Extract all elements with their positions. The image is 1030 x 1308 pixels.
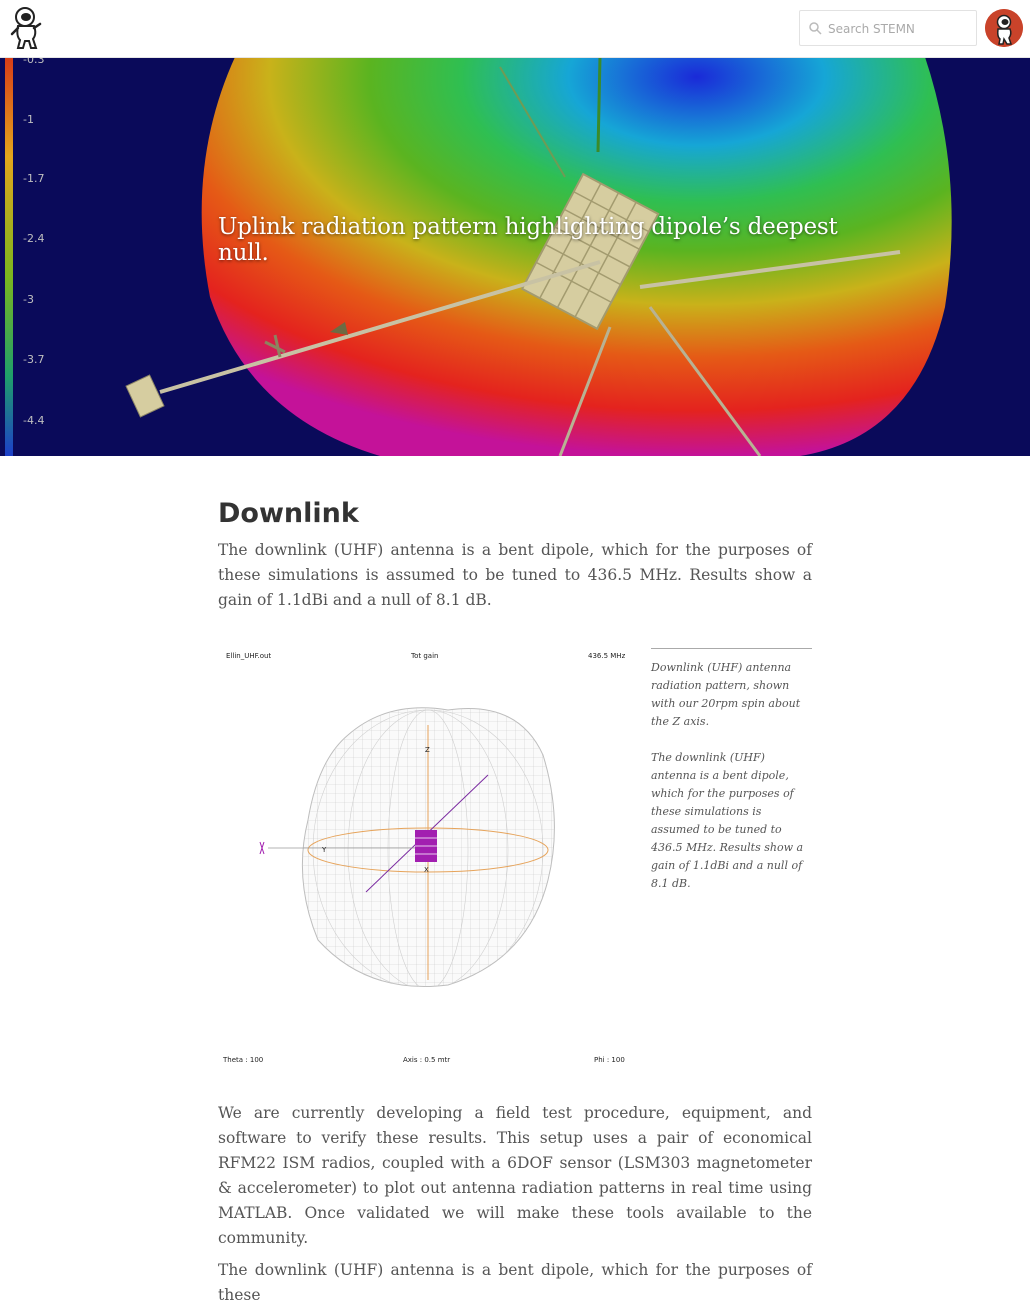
body-paragraph: We are currently developing a field test… <box>218 1104 812 1247</box>
caption-paragraph: Downlink (UHF) antenna radiation pattern… <box>651 661 801 728</box>
figure-label: Ellin_UHF.out <box>226 652 272 660</box>
figure-label: 436.5 MHz <box>588 652 626 660</box>
axis-label-z: Z <box>425 746 430 754</box>
user-avatar-icon[interactable] <box>985 9 1023 47</box>
scale-label: -0.3 <box>23 57 45 66</box>
top-navigation-bar <box>0 0 1030 58</box>
search-input[interactable] <box>826 19 975 39</box>
wireframe-pattern-icon: Z Y X <box>259 707 555 988</box>
figure-caption: Downlink (UHF) antenna radiation pattern… <box>651 648 812 911</box>
axis-label-x: X <box>424 866 429 874</box>
hero-banner: -0.3 -1 -1.7 -2.4 -3 -3.7 -4.4 Uplink ra… <box>0 57 1030 456</box>
scale-label: -3 <box>23 293 34 306</box>
scale-label: -4.4 <box>23 414 45 427</box>
scale-label: -1.7 <box>23 172 45 185</box>
scale-label: -3.7 <box>23 353 45 366</box>
scale-label: -1 <box>23 113 34 126</box>
section-heading: Downlink <box>218 498 359 529</box>
axis-label-y: Y <box>321 846 327 854</box>
body-paragraph: The downlink (UHF) antenna is a bent dip… <box>218 1261 812 1304</box>
astronaut-logo-icon[interactable] <box>8 6 44 50</box>
figure-label: Phi : 100 <box>594 1056 625 1064</box>
radiation-pattern-image <box>0 57 1030 456</box>
scale-label: -2.4 <box>23 232 45 245</box>
caption-paragraph: The downlink (UHF) antenna is a bent dip… <box>651 751 804 890</box>
intro-paragraph: The downlink (UHF) antenna is a bent dip… <box>218 541 812 609</box>
figure-label: Axis : 0.5 mtr <box>403 1056 451 1064</box>
figure-label: Theta : 100 <box>223 1056 264 1064</box>
downlink-radiation-figure: Ellin_UHF.out Tot gain 436.5 MHz <box>218 640 638 1070</box>
search-icon <box>809 22 822 35</box>
search-box[interactable] <box>799 10 977 46</box>
figure-label: Tot gain <box>411 652 439 660</box>
hero-title: Uplink radiation pattern highlighting di… <box>218 214 838 266</box>
